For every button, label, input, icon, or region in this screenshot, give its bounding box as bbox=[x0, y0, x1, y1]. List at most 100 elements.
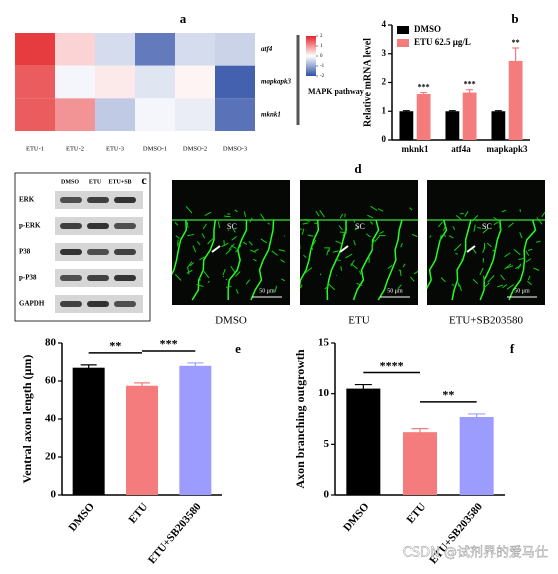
axon bbox=[191, 219, 217, 301]
branch bbox=[379, 231, 384, 235]
branch bbox=[479, 267, 484, 276]
x-tick-label: mknk1 bbox=[401, 144, 429, 154]
branch bbox=[400, 242, 403, 248]
axon bbox=[508, 219, 537, 301]
watermark: CSDN @试剂界的爱马仕 bbox=[403, 545, 548, 561]
significance-label: ** bbox=[442, 388, 454, 402]
bar bbox=[491, 111, 506, 140]
branch bbox=[185, 205, 193, 214]
colorbar-tick-label: -1 bbox=[320, 64, 325, 69]
marker-label: SC bbox=[227, 222, 237, 231]
branch bbox=[231, 245, 237, 250]
branch bbox=[371, 244, 374, 250]
branch bbox=[504, 252, 511, 258]
blot-band bbox=[87, 223, 109, 229]
branch bbox=[319, 209, 325, 218]
significance-label: **** bbox=[380, 358, 404, 372]
branch bbox=[174, 221, 179, 226]
branch bbox=[517, 263, 522, 270]
branch bbox=[225, 285, 232, 288]
y-axis-label: Relative mRNA level bbox=[362, 38, 373, 127]
legend-swatch bbox=[397, 39, 409, 47]
arrow bbox=[211, 245, 221, 253]
branch bbox=[201, 233, 206, 239]
blot-band bbox=[60, 275, 82, 281]
branch bbox=[204, 211, 212, 217]
branch bbox=[459, 284, 462, 292]
colorbar-tick-label: 1 bbox=[320, 44, 323, 49]
legend-label: ETU 62.5 μg/L bbox=[414, 37, 471, 47]
error-bar bbox=[80, 364, 97, 371]
error-bar bbox=[468, 413, 486, 421]
branch bbox=[477, 226, 482, 229]
y-tick-label: 10 bbox=[318, 387, 330, 399]
branch bbox=[541, 211, 545, 217]
colorbar-tick-label: -2 bbox=[320, 74, 325, 79]
branch bbox=[186, 269, 193, 274]
branch bbox=[502, 283, 508, 289]
branch bbox=[410, 276, 415, 282]
branch bbox=[533, 267, 540, 271]
y-tick-label: 1 bbox=[382, 105, 387, 115]
axon bbox=[172, 219, 188, 276]
branch bbox=[203, 271, 210, 279]
column-label: DMSO-1 bbox=[143, 145, 167, 152]
axon bbox=[300, 219, 320, 289]
blot-band bbox=[60, 249, 82, 255]
heatmap-cell bbox=[15, 65, 55, 99]
blot-band bbox=[87, 301, 109, 307]
heatmap-cell bbox=[95, 98, 135, 131]
blot-row-label: ERK bbox=[19, 196, 35, 204]
branch bbox=[369, 221, 374, 225]
panel-label: c bbox=[141, 173, 147, 187]
branch bbox=[429, 235, 432, 238]
column-label: DMSO-2 bbox=[183, 145, 207, 152]
heatmap-cell bbox=[135, 33, 175, 66]
branch bbox=[370, 205, 378, 212]
branch bbox=[342, 229, 347, 237]
branch bbox=[222, 268, 226, 276]
y-tick-label: 40 bbox=[45, 413, 57, 425]
branch bbox=[492, 248, 497, 252]
branch bbox=[274, 285, 278, 293]
branch bbox=[504, 263, 512, 270]
error-bar bbox=[512, 47, 520, 74]
marker-label: SC bbox=[355, 222, 365, 231]
heatmap-cell bbox=[15, 98, 55, 131]
branch bbox=[367, 214, 374, 219]
marker-label: SC bbox=[482, 222, 492, 231]
y-tick-label: 3 bbox=[382, 48, 387, 58]
branch bbox=[207, 280, 210, 283]
y-tick-label: 0 bbox=[324, 489, 330, 501]
branch bbox=[527, 280, 532, 286]
bar bbox=[126, 385, 158, 495]
branch bbox=[455, 252, 458, 255]
branch bbox=[455, 215, 462, 221]
branch bbox=[471, 215, 479, 222]
blot-band bbox=[114, 249, 136, 255]
branch bbox=[377, 208, 384, 212]
neuron-pattern bbox=[427, 208, 545, 301]
branch bbox=[249, 217, 253, 223]
blot-row-label: p-P38 bbox=[19, 274, 37, 282]
blot-band bbox=[114, 197, 136, 203]
heatmap-cell bbox=[175, 65, 215, 99]
branch bbox=[527, 248, 533, 251]
micrograph-title: ETU+SB203580 bbox=[449, 315, 524, 327]
blot-column-label: ETU+SB bbox=[108, 179, 131, 185]
blot-band bbox=[87, 275, 109, 281]
heatmap-cell bbox=[215, 65, 255, 99]
panel-label: b bbox=[511, 11, 518, 26]
bar bbox=[72, 367, 105, 495]
branch bbox=[186, 222, 189, 228]
error-bar bbox=[448, 110, 456, 112]
significance-label: ** bbox=[109, 339, 121, 353]
branch bbox=[499, 225, 501, 231]
branch bbox=[518, 257, 526, 261]
y-tick-label: 0 bbox=[51, 489, 57, 501]
branch bbox=[519, 232, 523, 239]
branch bbox=[359, 270, 362, 275]
branch bbox=[253, 258, 257, 262]
branch bbox=[354, 226, 360, 231]
branch bbox=[335, 240, 342, 245]
